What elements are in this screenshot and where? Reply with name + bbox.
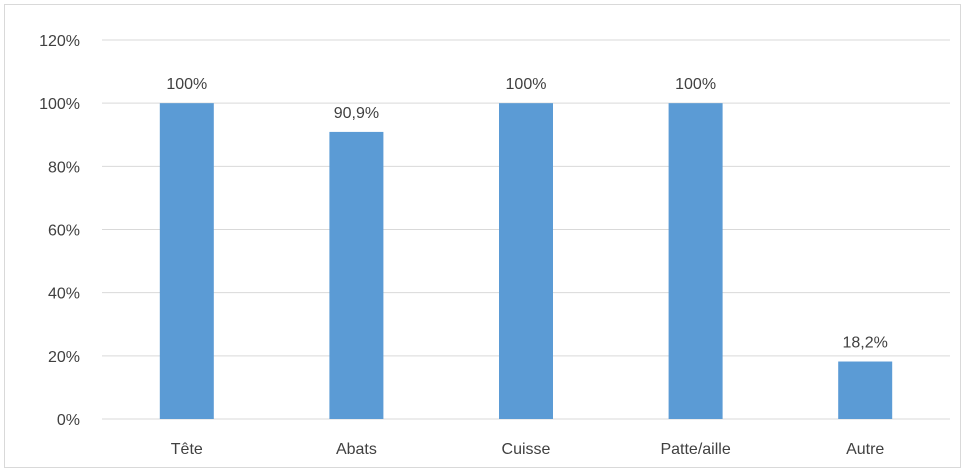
x-tick-label: Abats — [336, 441, 377, 458]
y-tick-label: 80% — [48, 159, 80, 176]
bar — [159, 103, 214, 420]
bars — [159, 103, 893, 420]
x-axis-ticks: Tête Abats Cuisse Patte/aille Autre — [171, 441, 885, 458]
y-tick-label: 0% — [57, 412, 80, 429]
data-label: 100% — [506, 76, 547, 93]
x-tick-label: Cuisse — [502, 441, 551, 458]
x-tick-label: Tête — [171, 441, 203, 458]
data-label: 100% — [166, 76, 207, 93]
x-tick-label: Patte/aille — [660, 441, 730, 458]
data-label: 90,9% — [334, 105, 379, 122]
x-tick-label: Autre — [846, 441, 884, 458]
data-label: 18,2% — [843, 335, 888, 352]
y-tick-label: 60% — [48, 223, 80, 240]
y-tick-label: 20% — [48, 349, 80, 366]
y-tick-label: 40% — [48, 286, 80, 303]
y-tick-label: 100% — [39, 96, 80, 113]
data-label: 100% — [675, 76, 716, 93]
y-tick-label: 120% — [39, 33, 80, 50]
bar — [329, 131, 384, 419]
bar — [668, 103, 723, 420]
y-axis-ticks: 0% 20% 40% 60% 80% 100% 120% — [39, 33, 80, 429]
bar — [499, 103, 553, 420]
data-labels: 100% 90,9% 100% 100% 18,2% — [166, 76, 888, 351]
bar — [838, 361, 893, 419]
